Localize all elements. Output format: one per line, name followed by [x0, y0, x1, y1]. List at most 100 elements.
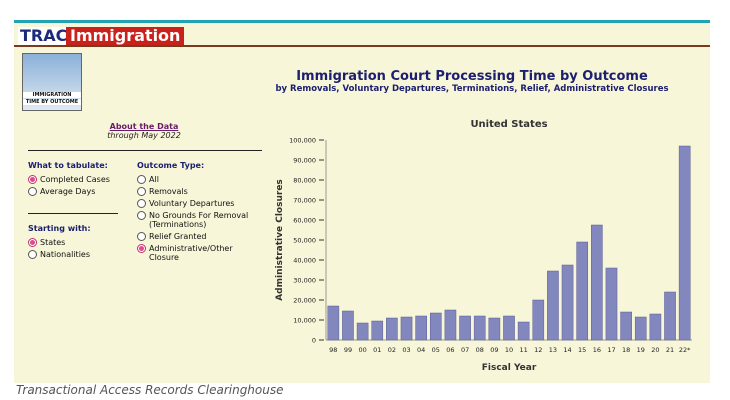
- option-label[interactable]: States: [40, 238, 66, 247]
- radio-button[interactable]: [28, 250, 37, 259]
- x-tick-label: 08: [476, 346, 484, 354]
- y-tick-label: 80,000: [293, 177, 316, 185]
- bar: [591, 224, 603, 341]
- bar: [429, 312, 442, 341]
- product-name[interactable]: Immigration: [66, 27, 185, 45]
- x-tick-label: 10: [505, 346, 513, 354]
- bar: [561, 264, 574, 341]
- x-tick-label: 99: [344, 346, 352, 354]
- radio-option[interactable]: Voluntary Departures: [137, 199, 262, 208]
- x-tick-label: 98: [329, 346, 337, 354]
- radio-option[interactable]: Nationalities: [28, 250, 128, 259]
- bar: [327, 305, 340, 341]
- y-tick-label: 10,000: [293, 317, 316, 325]
- x-tick-label: 04: [417, 346, 425, 354]
- x-tick-label: 13: [549, 346, 557, 354]
- option-label[interactable]: No Grounds For Removal (Terminations): [149, 211, 249, 229]
- y-tick-label: 40,000: [293, 257, 316, 265]
- bar: [664, 291, 676, 341]
- radio-button[interactable]: [28, 175, 37, 184]
- option-label[interactable]: Administrative/Other Closure: [149, 244, 233, 262]
- x-tick-label: 12: [534, 346, 542, 354]
- radio-option[interactable]: Average Days: [28, 187, 128, 196]
- data-date: through May 2022: [107, 131, 181, 140]
- bar: [371, 320, 384, 341]
- radio-option[interactable]: Administrative/Other Closure: [137, 244, 262, 262]
- y-tick-label: 60,000: [293, 217, 316, 225]
- y-tick-label: 0: [312, 337, 316, 345]
- group-label: What to tabulate:: [28, 161, 108, 170]
- x-tick-label: 09: [490, 346, 498, 354]
- option-label[interactable]: Nationalities: [40, 250, 91, 259]
- x-tick-label: 19: [637, 346, 645, 354]
- radio-option[interactable]: All: [137, 175, 262, 184]
- option-label[interactable]: All: [149, 175, 159, 184]
- x-tick-label: 11: [519, 346, 527, 354]
- radio-option[interactable]: Completed Cases: [28, 175, 128, 184]
- radio-button[interactable]: [137, 211, 146, 220]
- bar: [576, 241, 589, 341]
- divider: [28, 150, 262, 151]
- logo-text: TIME BY OUTCOME: [23, 99, 81, 105]
- page-subtitle: by Removals, Voluntary Departures, Termi…: [275, 84, 669, 94]
- radio-button[interactable]: [137, 244, 146, 253]
- y-tick-label: 100,000: [289, 137, 316, 145]
- option-label[interactable]: Relief Granted: [149, 232, 207, 241]
- bar: [459, 315, 471, 341]
- x-tick-label: 01: [373, 346, 381, 354]
- radio-option[interactable]: Relief Granted: [137, 232, 262, 241]
- option-label[interactable]: Voluntary Departures: [149, 199, 235, 208]
- group-label: Starting with:: [28, 224, 91, 233]
- radio-button[interactable]: [137, 199, 146, 208]
- chart-title: United States: [470, 119, 547, 130]
- radio-button[interactable]: [28, 187, 37, 196]
- app-panel: TRAC Immigration IMMIGRATION TIME BY OUT…: [14, 20, 710, 383]
- x-tick-label: 02: [388, 346, 396, 354]
- x-tick-label: 16: [593, 346, 601, 354]
- bar: [649, 313, 662, 341]
- bar: [547, 270, 559, 341]
- radio-option[interactable]: Removals: [137, 187, 262, 196]
- x-tick-label: 00: [358, 346, 366, 354]
- logo: IMMIGRATION TIME BY OUTCOME: [22, 53, 82, 111]
- x-tick-label: 14: [563, 346, 571, 354]
- header-rule: [14, 45, 710, 47]
- radio-option[interactable]: No Grounds For Removal (Terminations): [137, 211, 262, 229]
- caption: Transactional Access Records Clearinghou…: [16, 383, 284, 397]
- page-title: Immigration Court Processing Time by Out…: [296, 69, 648, 84]
- radio-button[interactable]: [137, 232, 146, 241]
- bar: [342, 310, 354, 341]
- about-link[interactable]: About the Data: [109, 122, 179, 131]
- radio-option[interactable]: States: [28, 238, 128, 247]
- y-tick-label: 70,000: [293, 197, 316, 205]
- brand[interactable]: TRAC: [18, 26, 70, 45]
- x-tick-label: 05: [432, 346, 440, 354]
- x-tick-label: 06: [446, 346, 454, 354]
- bar: [620, 311, 632, 341]
- bar: [356, 322, 369, 341]
- y-tick-label: 90,000: [293, 157, 316, 165]
- radio-button[interactable]: [137, 175, 146, 184]
- option-label[interactable]: Completed Cases: [40, 175, 110, 184]
- x-tick-label: 20: [651, 346, 659, 354]
- bar: [532, 299, 545, 341]
- radio-button[interactable]: [137, 187, 146, 196]
- chart: United States Administrative Closures Fisc…: [275, 119, 692, 373]
- x-tick-label: 03: [402, 346, 410, 354]
- y-axis-label: Administrative Closures: [275, 179, 285, 301]
- bar: [415, 315, 427, 341]
- bar: [444, 309, 457, 341]
- bar: [386, 317, 398, 341]
- bar: [473, 315, 486, 341]
- logo-text: IMMIGRATION: [23, 92, 81, 98]
- bar: [605, 267, 618, 341]
- y-tick-label: 20,000: [293, 297, 316, 305]
- radio-button[interactable]: [28, 238, 37, 247]
- divider: [28, 213, 118, 214]
- option-label[interactable]: Removals: [149, 187, 188, 196]
- bar: [517, 321, 530, 341]
- bar: [488, 317, 501, 341]
- x-tick-label: 17: [607, 346, 615, 354]
- option-label[interactable]: Average Days: [40, 187, 96, 196]
